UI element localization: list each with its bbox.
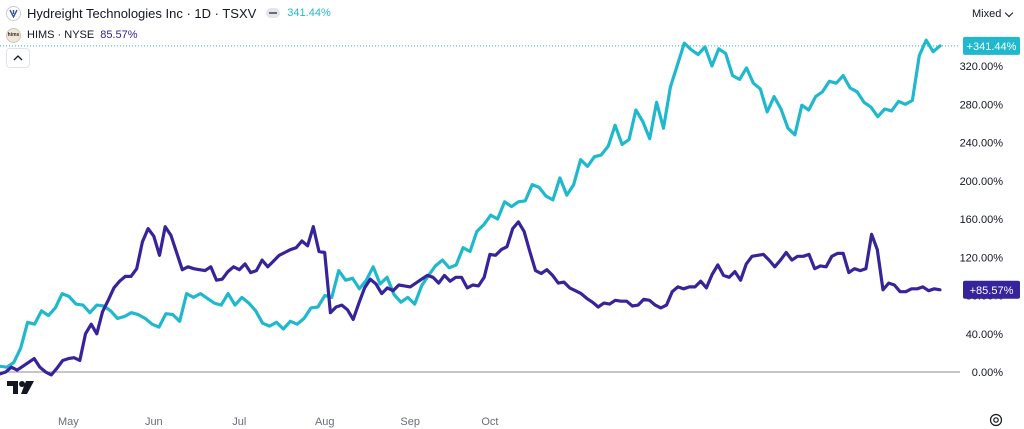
price-label-layer: +341.44% +85.57%: [963, 36, 1020, 299]
chevron-down-icon: [1004, 8, 1014, 17]
legend-compare-series[interactable]: hims HIMS · NYSE 85.57%: [6, 27, 138, 43]
x-tick-label: Jun: [145, 416, 163, 428]
y-tick-label: 40.00%: [966, 329, 1004, 341]
scale-mode-label: Mixed: [972, 8, 1002, 20]
y-tick-label: 160.00%: [960, 214, 1004, 226]
last-value-label: +341.44%: [967, 41, 1017, 53]
gear-icon[interactable]: [988, 412, 1004, 428]
axis-layer: 0.00%40.00%80.00%120.00%160.00%200.00%24…: [0, 45, 1004, 428]
x-tick-label: Sep: [400, 416, 420, 428]
collapse-legend-button[interactable]: [6, 48, 30, 68]
x-tick-label: Aug: [315, 416, 335, 428]
compare-series-title: HIMS · NYSE: [27, 29, 95, 41]
y-tick-label: 280.00%: [960, 99, 1004, 111]
last-value-badge: [963, 36, 1020, 55]
y-tick-label: 240.00%: [960, 138, 1004, 150]
y-tick-label: 200.00%: [960, 176, 1004, 188]
chevron-up-icon: [13, 55, 23, 61]
series-line-1[interactable]: [0, 220, 942, 377]
x-tick-label: May: [58, 416, 79, 428]
scale-mode-dropdown[interactable]: Mixed: [962, 4, 1018, 24]
tradingview-logo[interactable]: [7, 380, 37, 395]
hydreight-logo-icon: [6, 5, 21, 21]
x-tick-label: Jul: [232, 416, 246, 428]
series-line-0[interactable]: [0, 38, 942, 369]
last-value-badge: [963, 280, 1020, 299]
main-series-change: 341.44%: [287, 7, 331, 19]
last-value-label: +85.57%: [970, 285, 1014, 297]
main-series-title: Hydreight Technologies Inc · 1D · TSXV: [27, 5, 257, 21]
compare-series-change: 85.57%: [100, 29, 138, 41]
y-tick-label: 320.00%: [960, 61, 1004, 73]
x-tick-label: Oct: [481, 416, 498, 428]
legend-main-series[interactable]: Hydreight Technologies Inc · 1D · TSXV 3…: [6, 4, 331, 22]
hims-logo-icon: hims: [6, 27, 21, 43]
y-tick-label: 0.00%: [972, 367, 1003, 379]
series-layer: [0, 38, 942, 377]
y-tick-label: 120.00%: [960, 252, 1004, 264]
eye-icon[interactable]: [266, 8, 281, 18]
